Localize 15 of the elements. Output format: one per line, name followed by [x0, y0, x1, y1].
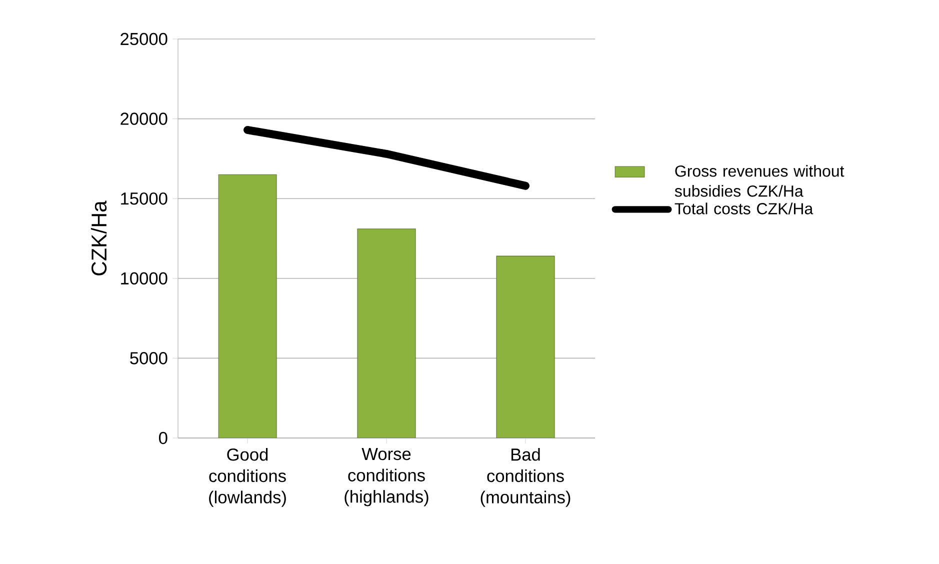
y-tick-label: 15000 [121, 192, 168, 205]
x-tick-label: Bad conditions (mountains) [480, 448, 570, 507]
x-tick-label: Good conditions (lowlands) [209, 448, 286, 507]
y-tick-label: 20000 [120, 112, 168, 125]
x-tick-label: Worse conditions (highlands) [344, 448, 428, 506]
y-tick-label: 0 [158, 432, 168, 444]
legend-label: Gross revenues without subsidies CZK/Ha [674, 165, 844, 197]
legend-label: Total costs CZK/Ha [674, 202, 814, 214]
bar [357, 228, 416, 438]
y-tick-label: 25000 [120, 32, 168, 46]
bar [496, 256, 555, 438]
y-tick-label: 5000 [130, 352, 168, 364]
y-tick-label: 10000 [121, 272, 168, 285]
y-axis-title: CZK/Ha [90, 200, 107, 276]
bar [218, 174, 277, 438]
